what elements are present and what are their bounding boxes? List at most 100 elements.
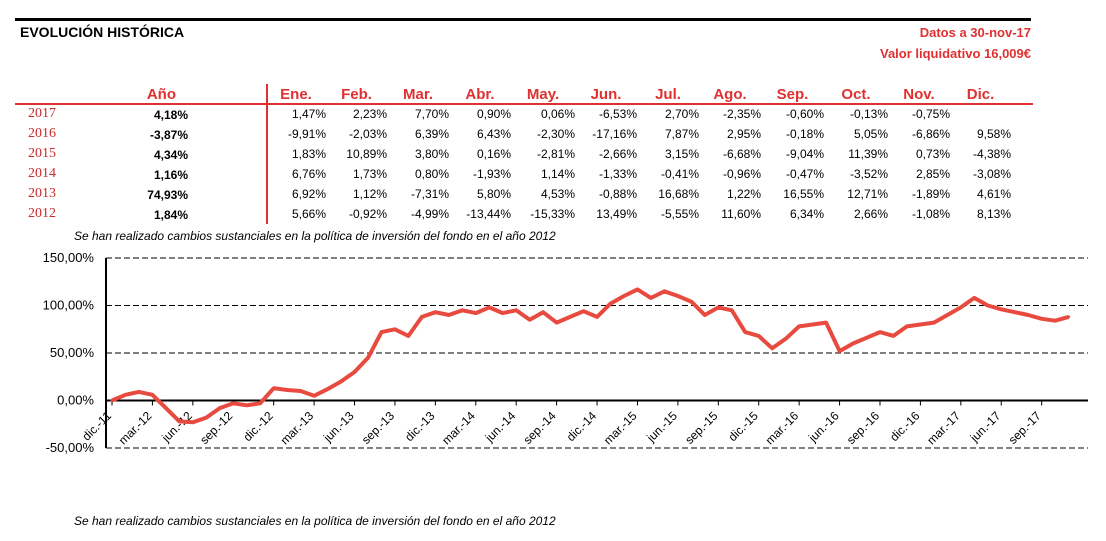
- table-row: 2013 6,92% 1,12% -7,31% 5,80% 4,53% -0,88% 16,6…: [15, 184, 1011, 204]
- data-point: [770, 346, 774, 350]
- data-point: [918, 323, 922, 326]
- header-rule: [15, 18, 1031, 21]
- month-value-cell: -9,04%: [785, 147, 824, 161]
- data-point: [218, 406, 222, 410]
- table-row: 2014 6,76% 1,73% 0,80% -1,93% 1,14% -1,33% -0,4…: [15, 164, 1011, 184]
- annual-return-cell: 74,93%: [147, 188, 188, 202]
- table-header-row: Año Ene. Feb. Mar. Abr. May. Jun. Jul. Ago. Sep.…: [15, 84, 1011, 104]
- data-point: [177, 419, 181, 423]
- net-asset-value: Valor liquidativo 16,009€: [879, 46, 1031, 61]
- data-point: [945, 313, 949, 317]
- data-point: [420, 315, 424, 319]
- month-value-cell: 1,83%: [291, 147, 326, 161]
- month-value-cell: 7,70%: [414, 107, 449, 121]
- data-point: [1067, 315, 1071, 319]
- month-value-cell: 16,55%: [783, 187, 824, 201]
- month-value-cell: 2,85%: [915, 167, 950, 181]
- data-point: [676, 294, 680, 298]
- x-tick-label: jun.-14: [482, 408, 519, 445]
- year-cell: 2014: [28, 166, 56, 181]
- month-header: Sep.: [776, 85, 809, 103]
- month-header: Ene.: [280, 85, 312, 103]
- month-value-cell: 1,73%: [352, 167, 387, 181]
- month-value-cell: -6,86%: [911, 127, 950, 141]
- month-header: May.: [526, 85, 560, 103]
- x-tick-label: dic.-11: [79, 409, 114, 444]
- month-header: Jun.: [590, 85, 622, 103]
- data-point: [649, 296, 653, 300]
- month-header: Mar.: [402, 85, 433, 103]
- data-point: [636, 287, 639, 291]
- month-value-cell: -0,60%: [785, 107, 824, 121]
- data-point: [757, 334, 761, 338]
- month-value-cell: -1,33%: [598, 167, 637, 181]
- month-value-cell: 11,60%: [721, 207, 761, 221]
- data-point: [730, 308, 734, 312]
- x-tick-label: jun.-17: [967, 408, 1004, 445]
- month-value-cell: -0,13%: [849, 107, 888, 121]
- note-bottom: Se han realizado cambios sustanciales en…: [74, 514, 556, 528]
- month-value-cell: 5,66%: [291, 207, 326, 221]
- month-value-cell: -0,47%: [785, 167, 824, 181]
- month-value-cell: 16,68%: [658, 187, 699, 201]
- table-row: 2012 5,66% -0,92% -4,99% -13,44% -15,33% 13,49…: [15, 204, 1011, 224]
- data-point: [326, 387, 330, 391]
- data-point: [191, 420, 195, 424]
- x-tick-label: jun.-15: [643, 408, 680, 445]
- month-value-cell: -1,08%: [911, 207, 950, 221]
- data-point: [447, 313, 451, 317]
- x-tick-label: dic.-15: [725, 409, 761, 445]
- month-value-cell: 11,39%: [848, 147, 888, 161]
- month-value-cell: 12,71%: [847, 187, 888, 201]
- month-value-cell: 9,58%: [976, 127, 1011, 141]
- data-point: [932, 321, 936, 325]
- month-value-cell: -2,35%: [722, 107, 761, 121]
- month-header: Feb.: [341, 85, 372, 103]
- month-value-cell: -3,52%: [849, 167, 888, 181]
- month-value-cell: -4,99%: [410, 207, 449, 221]
- month-value-cell: 2,66%: [853, 207, 888, 221]
- x-tick-label: mar.-13: [278, 408, 317, 447]
- month-value-cell: 1,12%: [352, 187, 387, 201]
- data-point: [380, 330, 383, 334]
- data-point: [824, 321, 828, 325]
- month-value-cell: -0,96%: [722, 167, 761, 181]
- data-point: [285, 388, 289, 392]
- month-value-cell: -17,16%: [592, 127, 637, 141]
- annual-return-cell: 4,34%: [153, 148, 188, 162]
- month-value-cell: 13,49%: [596, 207, 637, 221]
- data-point: [689, 300, 693, 304]
- month-value-cell: 1,47%: [291, 107, 326, 121]
- y-tick-label: 150,00%: [43, 250, 95, 265]
- data-point: [797, 324, 801, 328]
- month-value-cell: -1,89%: [911, 187, 950, 201]
- data-point: [609, 302, 612, 306]
- month-value-cell: [950, 104, 1011, 124]
- month-value-cell: 5,80%: [476, 187, 511, 201]
- x-tick-label: jun.-16: [805, 408, 842, 445]
- month-value-cell: 5,05%: [853, 127, 888, 141]
- month-value-cell: 0,06%: [540, 107, 575, 121]
- x-tick-label: sep.-15: [682, 408, 720, 446]
- month-value-cell: -2,81%: [536, 147, 575, 161]
- month-value-cell: 2,23%: [352, 107, 387, 121]
- performance-chart: -50,00%0,00%50,00%100,00%150,00%dic.-11 m…: [43, 250, 1088, 455]
- data-point: [487, 305, 491, 309]
- year-cell: 2017: [28, 106, 56, 121]
- data-point: [528, 318, 532, 322]
- data-point: [245, 403, 249, 407]
- year-cell: 2012: [28, 206, 56, 221]
- month-value-cell: 2,95%: [726, 127, 761, 141]
- month-value-cell: 6,39%: [414, 127, 449, 141]
- month-value-cell: 0,73%: [915, 147, 950, 161]
- month-value-cell: -6,53%: [598, 107, 637, 121]
- x-tick-label: sep.-12: [197, 408, 235, 446]
- data-point: [986, 304, 990, 307]
- data-point: [164, 406, 168, 410]
- month-value-cell: 4,61%: [976, 187, 1011, 201]
- data-point: [1026, 313, 1030, 317]
- data-point: [703, 313, 707, 317]
- data-point: [474, 311, 478, 315]
- x-tick-label: sep.-16: [844, 408, 882, 446]
- month-value-cell: -0,75%: [911, 107, 950, 121]
